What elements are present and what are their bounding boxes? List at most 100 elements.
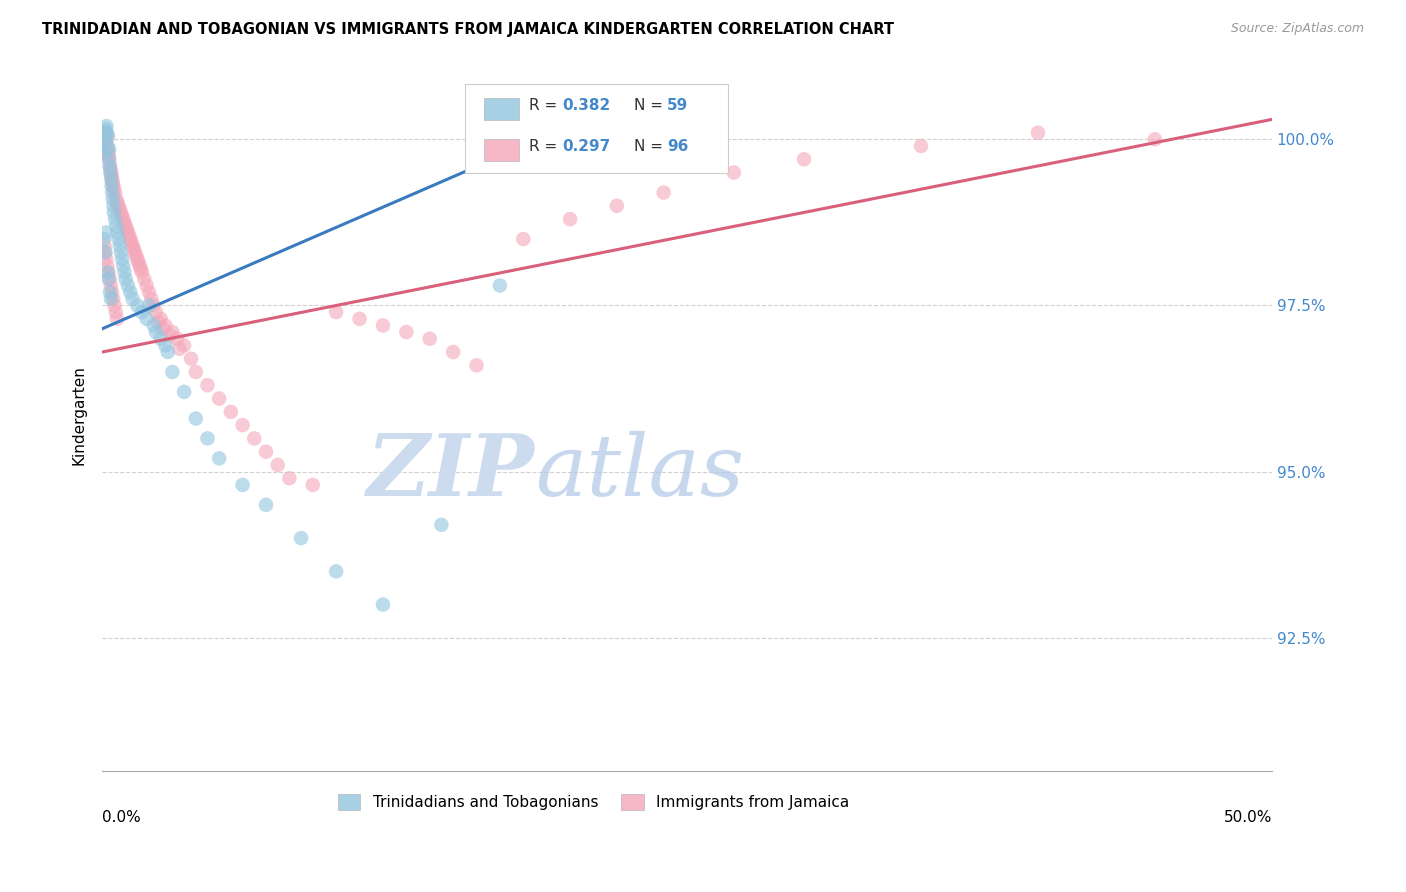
Point [120,285,142,300]
Point [122,242,145,256]
Point [103,199,125,213]
Point [148,315,170,329]
Point [100,178,122,193]
Point [127,298,149,312]
Point [325,565,347,579]
Point [96,252,118,266]
Point [101,176,124,190]
FancyBboxPatch shape [465,85,728,173]
Point [118,228,141,243]
Point [127,252,149,266]
Point [114,272,136,286]
Point [97,265,120,279]
Point [120,235,142,250]
Point [128,259,150,273]
FancyBboxPatch shape [484,98,519,120]
Point [93,132,115,146]
Text: Source: ZipAtlas.com: Source: ZipAtlas.com [1230,22,1364,36]
Point [100,169,122,183]
Point [97,145,120,160]
FancyBboxPatch shape [484,139,519,161]
Point [142,318,165,333]
Point [100,292,122,306]
Point [131,265,153,279]
Point [117,278,139,293]
Point [138,298,160,312]
Point [169,342,191,356]
Point [103,205,125,219]
Point [96,126,118,140]
Point [129,262,152,277]
Point [208,392,231,406]
Point [371,318,394,333]
Point [135,311,157,326]
Text: 0.0%: 0.0% [103,810,141,825]
Text: 0.297: 0.297 [562,138,610,153]
Point [97,272,120,286]
Point [127,255,149,269]
Point [166,332,188,346]
Point [512,232,534,246]
Point [142,298,165,312]
Point [173,384,195,399]
Point [134,272,156,286]
Point [96,136,118,150]
Point [489,278,512,293]
Point [100,165,122,179]
Point [100,278,122,293]
Point [97,128,120,143]
Point [105,311,128,326]
Point [98,159,121,173]
Point [114,219,136,233]
Point [232,418,254,433]
Point [111,209,134,223]
Legend: Trinidadians and Tobagonians, Immigrants from Jamaica: Trinidadians and Tobagonians, Immigrants… [332,789,856,816]
Point [103,182,125,196]
Point [103,298,125,312]
Point [94,132,117,146]
Point [107,195,129,210]
Point [1143,132,1166,146]
Point [107,199,129,213]
Point [419,332,441,346]
Text: 0.382: 0.382 [562,98,610,112]
Point [371,598,394,612]
Point [159,328,181,343]
Point [100,162,122,177]
Point [93,238,115,252]
Point [104,305,127,319]
Point [145,325,167,339]
Point [266,458,288,472]
Point [98,285,121,300]
Point [138,285,160,300]
Point [94,245,117,260]
Text: 50.0%: 50.0% [1223,810,1272,825]
Point [606,199,628,213]
Point [121,292,143,306]
Point [101,186,124,200]
Point [94,126,117,140]
Point [100,165,122,179]
Point [430,517,453,532]
Point [145,305,167,319]
Point [98,272,121,286]
Point [278,471,301,485]
Point [97,142,120,156]
Point [97,149,120,163]
Point [101,172,124,186]
Point [349,311,371,326]
Point [100,172,122,186]
Point [149,311,172,326]
Point [112,212,135,227]
Point [197,378,219,392]
Y-axis label: Kindergarten: Kindergarten [72,365,86,465]
Point [124,245,146,260]
Point [141,292,163,306]
Point [441,345,464,359]
Point [254,444,277,458]
Point [104,186,127,200]
Point [184,365,207,379]
Point [103,292,125,306]
Point [162,365,184,379]
Point [114,215,136,229]
